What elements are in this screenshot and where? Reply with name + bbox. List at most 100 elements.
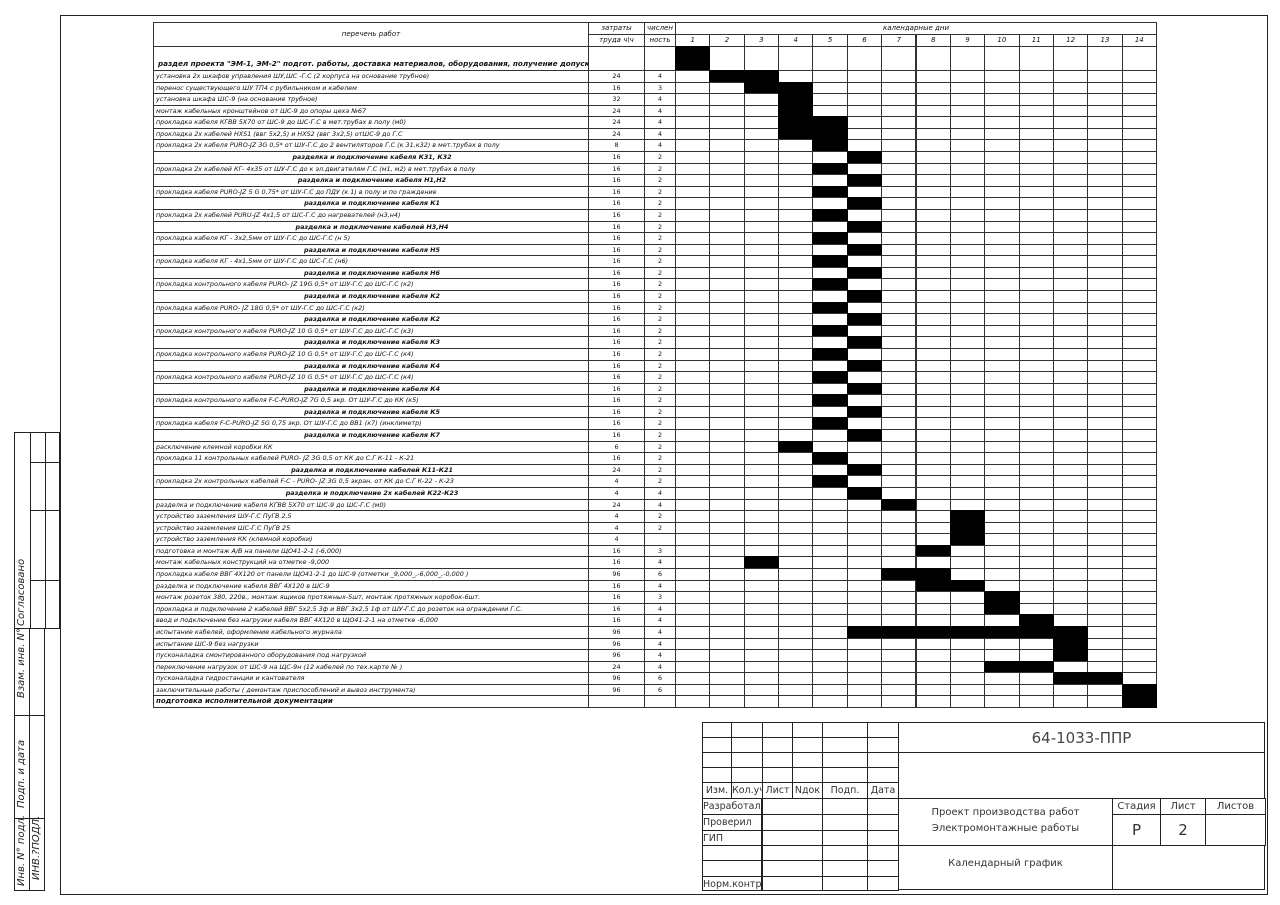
- gantt-bar: [812, 417, 848, 431]
- role-label: [702, 845, 762, 861]
- gantt-bar: [846, 336, 883, 349]
- task-name: подготовка исполнительной документации: [153, 695, 589, 708]
- rev-cell: [792, 722, 823, 738]
- gantt-bar: [846, 151, 883, 164]
- day-cell: [915, 695, 951, 708]
- gantt-bar: [846, 625, 1089, 639]
- gantt-bar: [949, 533, 986, 546]
- gantt-bar: [812, 324, 848, 338]
- blank-cell: [898, 752, 1265, 799]
- signature-cell: [762, 798, 823, 815]
- gantt-bar: [915, 544, 951, 558]
- gantt-bar: [846, 313, 883, 326]
- gantt-bar: [881, 568, 951, 581]
- stamp-cell: [29, 715, 45, 819]
- rev-cell: [731, 767, 763, 783]
- gantt-bar: [881, 498, 917, 512]
- drawing-title: Календарный график: [898, 845, 1113, 890]
- project-title: Проект производства работ Электромонтажны…: [898, 798, 1113, 846]
- orig-inv-label: Инв. N° подл.: [16, 814, 27, 886]
- signature-cell: [867, 830, 899, 846]
- rev-cell: [822, 767, 868, 783]
- gantt-bar-section: [675, 46, 711, 71]
- day-cell: [709, 695, 745, 708]
- gantt-bar: [846, 174, 883, 187]
- gantt-bar: [778, 104, 814, 118]
- signature-cell: [822, 876, 868, 891]
- gantt-bar: [846, 243, 883, 257]
- signature-cell: [822, 814, 868, 831]
- rev-cell: [867, 767, 899, 783]
- rev-cell: [867, 737, 899, 753]
- day-cell: [1052, 46, 1089, 71]
- task-workers: [644, 695, 676, 708]
- day-cell: [675, 695, 711, 708]
- rev-header: Кол.уч: [731, 782, 763, 799]
- gantt-bar: [812, 371, 848, 384]
- day-cell: [1018, 46, 1054, 71]
- gantt-bar: [812, 208, 848, 222]
- rev-cell: [822, 737, 868, 753]
- day-cell: [846, 46, 883, 71]
- gantt-bar: [984, 660, 1054, 674]
- day-cell: [1087, 46, 1123, 71]
- signature-cell: [822, 830, 868, 846]
- day-cell: [1018, 695, 1054, 708]
- rev-cell: [702, 737, 732, 753]
- rev-cell: [792, 752, 823, 768]
- rev-cell: [867, 722, 899, 738]
- gantt-bar: [812, 139, 848, 153]
- day-cell: [812, 695, 848, 708]
- sheets-value: [1205, 814, 1266, 846]
- day-cell: [984, 695, 1020, 708]
- gantt-bar: [1052, 637, 1089, 651]
- gantt-bar: [743, 556, 780, 569]
- signature-cell: [867, 860, 899, 877]
- rev-cell: [702, 722, 732, 738]
- gantt-bar: [1018, 614, 1054, 627]
- gantt-bar: [778, 116, 848, 129]
- role-label: [702, 860, 762, 877]
- gantt-bar: [812, 162, 848, 176]
- signature-cell: [762, 860, 823, 877]
- gantt-bar: [812, 452, 848, 465]
- day-cell: [743, 695, 780, 708]
- gantt-bar: [846, 359, 883, 373]
- sheet-value: 2: [1160, 814, 1206, 846]
- rev-cell: [762, 737, 793, 753]
- gantt-bar: [846, 429, 883, 442]
- rev-cell: [702, 752, 732, 768]
- section-workers: [644, 46, 676, 71]
- role-label: ГИП: [702, 830, 762, 846]
- role-label: Разработал: [702, 798, 762, 815]
- signature-cell: [762, 814, 823, 831]
- sign-date-label: Подп. и дата: [16, 739, 27, 808]
- rev-header: Дата: [867, 782, 899, 799]
- day-cell: [709, 46, 745, 71]
- gantt-bar: [778, 440, 814, 454]
- stage-value: Р: [1112, 814, 1161, 846]
- stage-label: Стадия: [1112, 798, 1161, 815]
- day-cell: [778, 695, 814, 708]
- section-labor: [588, 46, 645, 71]
- gantt-bar: [812, 475, 848, 488]
- role-label: Норм.контр.: [702, 876, 762, 891]
- gantt-bar: [846, 405, 883, 419]
- gantt-bar: [1121, 695, 1157, 708]
- gantt-bar: [778, 93, 814, 106]
- divider: [45, 432, 46, 629]
- sheets-label: Листов: [1205, 798, 1266, 815]
- agreed-label: Согласовано: [16, 558, 27, 626]
- rev-cell: [762, 767, 793, 783]
- day-cell: [915, 46, 951, 71]
- day-cell: [949, 695, 986, 708]
- gantt-bar: [812, 232, 848, 245]
- gantt-bar: [1052, 672, 1123, 685]
- signature-cell: [867, 814, 899, 831]
- day-cell: [778, 46, 814, 71]
- day-cell: [949, 46, 986, 71]
- gantt-bar: [915, 579, 986, 593]
- gantt-bar: [1052, 649, 1089, 662]
- signature-cell: [867, 876, 899, 891]
- gantt-bar: [812, 185, 848, 199]
